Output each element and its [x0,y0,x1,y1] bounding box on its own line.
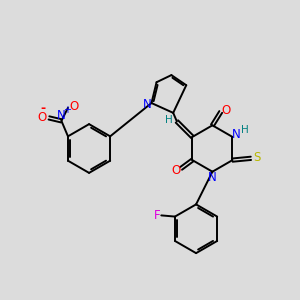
Text: H: H [165,115,172,125]
Text: O: O [69,100,79,112]
Text: O: O [38,111,47,124]
Text: H: H [241,125,249,135]
Text: O: O [221,104,231,117]
Text: N: N [143,98,152,111]
Text: -: - [40,103,45,116]
Text: N: N [232,128,241,141]
Text: N: N [57,109,66,122]
Text: F: F [154,209,160,222]
Text: +: + [63,106,71,116]
Text: S: S [253,151,261,164]
Text: O: O [171,164,180,177]
Text: N: N [208,170,217,184]
